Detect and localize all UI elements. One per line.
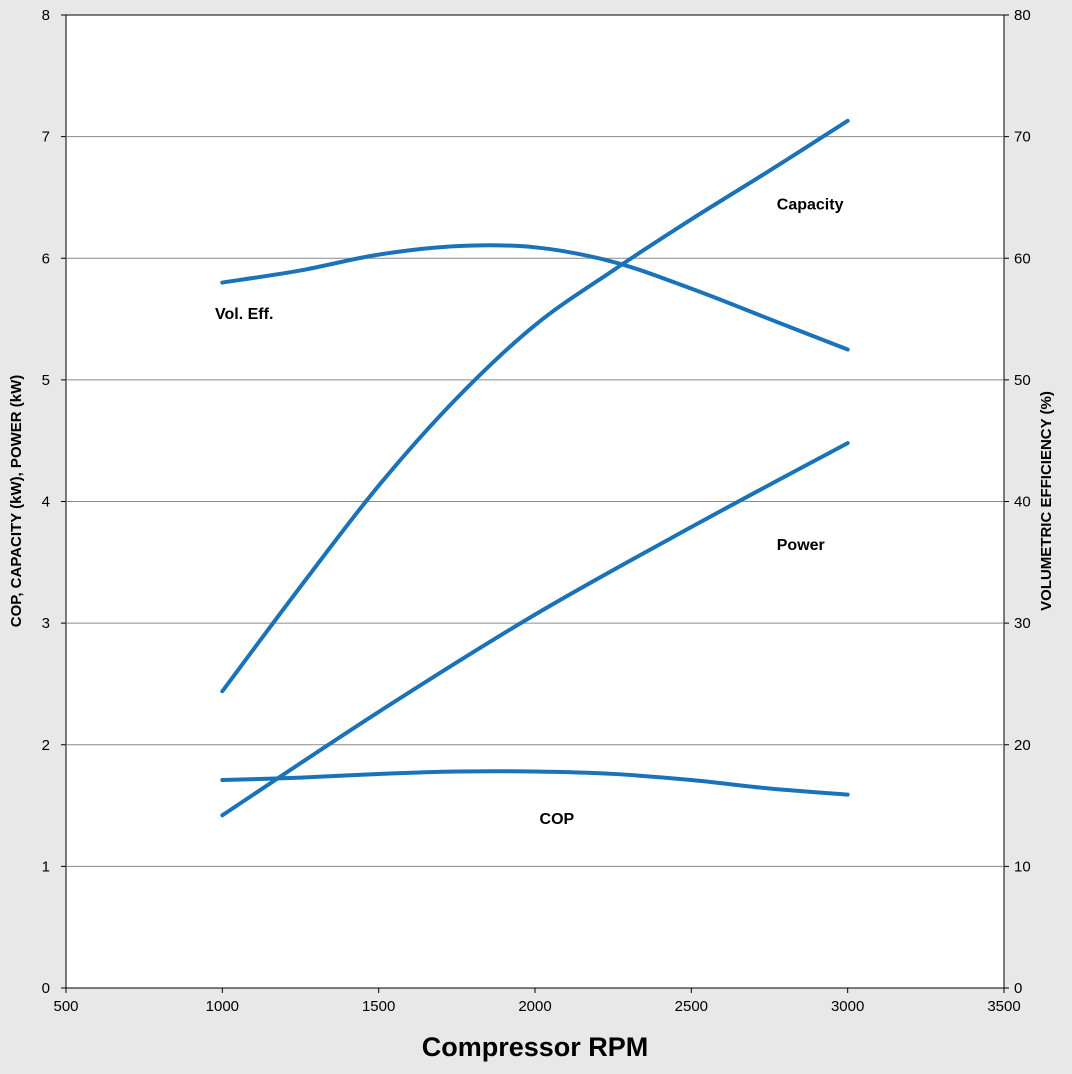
y2-axis-title: VOLUMETRIC EFFICIENCY (%) xyxy=(1038,391,1055,611)
series-labels: Capacity Vol. Eff. Power COP xyxy=(215,197,844,828)
series xyxy=(220,118,850,818)
y-tick-label: 0 xyxy=(42,980,50,997)
y-tick-label: 4 xyxy=(42,494,50,511)
y2-tick-label: 20 xyxy=(1014,737,1031,754)
x-tick-label: 3500 xyxy=(987,998,1020,1015)
grid xyxy=(66,136,1004,867)
series-line-capacity xyxy=(220,118,850,694)
y2-tick-label: 60 xyxy=(1014,250,1031,267)
x-tick-label: 2000 xyxy=(518,998,551,1015)
series-line-cop xyxy=(220,769,850,797)
y-tick-label: 1 xyxy=(42,858,50,875)
series-label: Capacity xyxy=(777,197,844,214)
y-tick-label: 7 xyxy=(42,129,50,146)
y2-tick-label: 50 xyxy=(1014,372,1031,389)
series-label: Power xyxy=(777,537,825,554)
x-tick-label: 500 xyxy=(53,998,78,1015)
x-tick-label: 1500 xyxy=(362,998,395,1015)
y2-tick-label: 30 xyxy=(1014,615,1031,632)
x-tick-label: 1000 xyxy=(206,998,239,1015)
x-tick-label: 2500 xyxy=(675,998,708,1015)
series-label: COP xyxy=(540,811,575,828)
y-tick-label: 8 xyxy=(42,7,50,24)
series-label: Vol. Eff. xyxy=(215,306,273,323)
x-axis-title: Compressor RPM xyxy=(422,1032,649,1062)
y-tick-label: 3 xyxy=(42,615,50,632)
y-tick-label: 5 xyxy=(42,372,50,389)
x-tick-label: 3000 xyxy=(831,998,864,1015)
series-line-vol-eff xyxy=(220,243,850,352)
y-tick-label: 6 xyxy=(42,250,50,267)
y2-tick-label: 10 xyxy=(1014,858,1031,875)
y2-tick-label: 80 xyxy=(1014,7,1031,24)
y-tick-label: 2 xyxy=(42,737,50,754)
y-axis-title: COP, CAPACITY (kW), POWER (kW) xyxy=(8,375,25,628)
series-line-power xyxy=(220,441,850,818)
y2-tick-label: 40 xyxy=(1014,494,1031,511)
y2-tick-label: 70 xyxy=(1014,129,1031,146)
y2-tick-label: 0 xyxy=(1014,980,1022,997)
